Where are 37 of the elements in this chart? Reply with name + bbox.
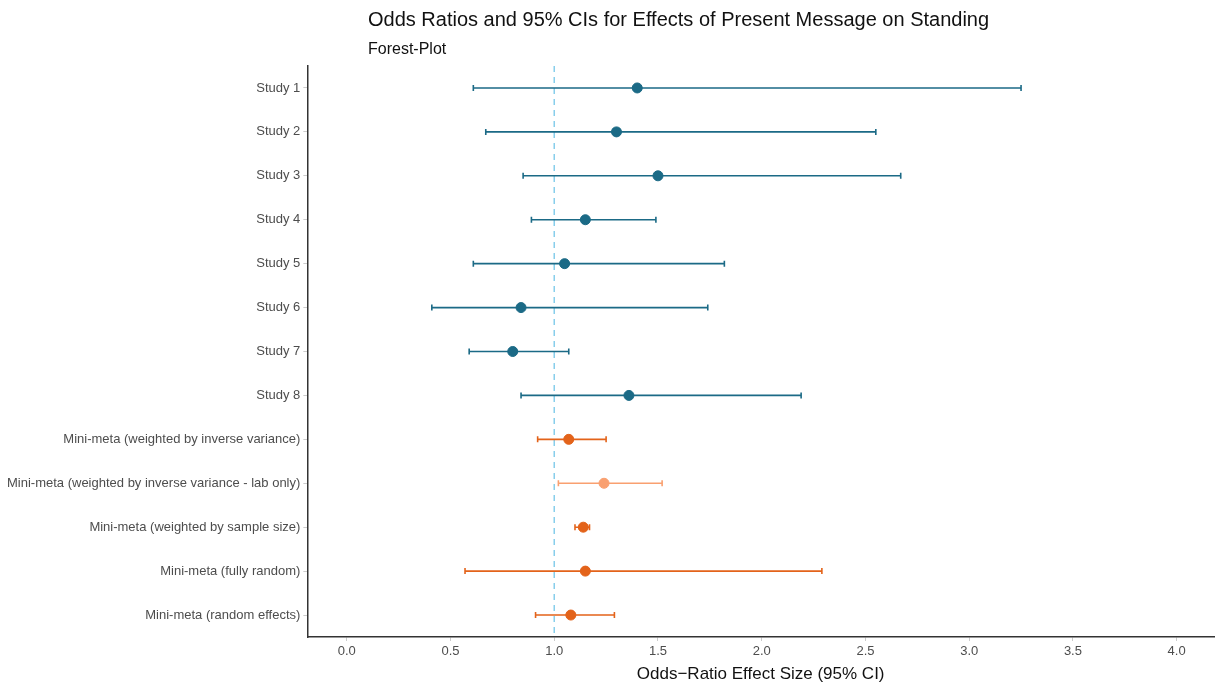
point (631, 82, 643, 94)
y-tick-label: Study 8 (256, 387, 301, 402)
chart-title: Odds Ratios and 95% CIs for Effects of Present Message on Standing (368, 8, 990, 31)
point (598, 477, 610, 489)
point (559, 258, 571, 270)
y-tick-label: Mini-meta (weighted by sample size) (89, 518, 301, 534)
x-tick-label: 1.5 (648, 643, 668, 659)
point (563, 433, 575, 445)
x-tick-label: 2.5 (856, 643, 875, 659)
x-tick-label: 3.5 (1063, 643, 1082, 659)
x-tick-label: 4.0 (1167, 643, 1186, 659)
x-axis-title: Odds−Ratio Effect Size (95% CI) (636, 664, 885, 684)
y-tick-label: Study 3 (256, 167, 301, 183)
point (579, 214, 591, 226)
y-tick-label: Study 4 (256, 211, 301, 227)
x-tick-label: 1.0 (545, 643, 564, 659)
x-tick-label: 3.0 (960, 643, 979, 659)
point (579, 565, 591, 577)
y-tick-label: Mini-meta (weighted by inverse variance - lab only) (6, 474, 301, 490)
y-tick-label: Study 6 (256, 299, 301, 315)
point (610, 126, 622, 138)
point (623, 389, 635, 401)
y-tick-label: Study 7 (256, 343, 301, 359)
point (565, 609, 577, 621)
y-tick-label: Study 5 (256, 255, 301, 271)
y-tick-label: Mini-meta (weighted by inverse variance) (63, 430, 301, 446)
y-tick-label: Mini-meta (fully random) (160, 562, 301, 578)
point (515, 302, 527, 314)
y-tick-label: Study 1 (256, 79, 301, 95)
point (507, 346, 519, 357)
y-tick-label: Mini-meta (random effects) (145, 606, 301, 622)
y-tick-label: Study 2 (256, 123, 301, 139)
point (652, 170, 664, 182)
x-tick-label: 2.0 (752, 643, 771, 659)
x-tick-label: 0.0 (337, 643, 356, 659)
chart-subtitle: Forest-Plot (368, 40, 447, 58)
x-tick-label: 0.5 (441, 643, 460, 659)
